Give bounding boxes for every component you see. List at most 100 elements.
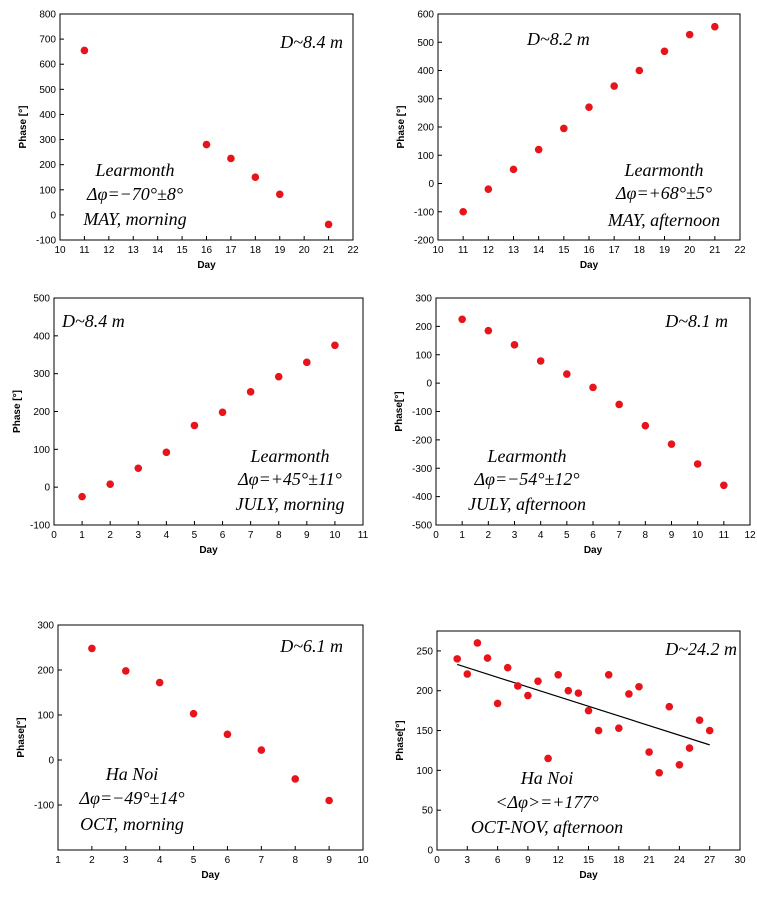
data-point [615,724,623,732]
period-label: JULY, afternoon [468,494,586,514]
x-tick-label: 11 [458,245,469,256]
x-tick-label: 5 [191,855,197,866]
x-tick-label: 6 [220,530,226,541]
x-tick-label: 17 [225,245,237,256]
y-tick-label: 0 [426,379,432,390]
data-point [665,702,674,711]
data-point [641,421,650,430]
y-tick-label: 200 [39,160,56,171]
x-tick-label: 7 [616,530,622,541]
phase-shift-label: Δφ=−54°±12° [473,469,579,489]
x-tick-label: 12 [744,530,756,541]
data-point [560,124,568,133]
data-point [524,691,532,700]
y-tick-label: 800 [39,10,56,21]
y-tick-label: 200 [417,123,434,134]
data-point [251,173,260,182]
x-tick-label: 10 [329,530,341,541]
x-tick-label: 13 [508,245,520,256]
data-point [589,383,597,392]
y-tick-label: -100 [34,801,54,812]
y-tick-label: -100 [36,236,56,247]
data-point [534,145,543,154]
data-point [585,103,593,112]
x-tick-label: 18 [613,855,625,866]
y-tick-label: 50 [422,806,434,817]
x-tick-label: 27 [704,855,716,866]
y-tick-label: 0 [44,483,50,494]
data-point [554,671,562,679]
y-axis-label: Phase [°] [396,106,407,149]
y-tick-label: -200 [412,435,432,446]
x-axis-label: Day [584,545,603,556]
chart-panel: 0 1 2 3 4 5 6 7 8 9 10 11 12-500-400-300-200-1000100… [394,294,756,557]
phase-shift-label: Δφ=−49°±14° [78,788,184,808]
x-tick-label: 22 [347,245,359,256]
y-tick-label: 100 [416,766,433,777]
data-point [257,746,266,754]
data-point [685,744,694,752]
x-tick-label: 12 [103,245,115,256]
y-tick-label: 300 [39,135,56,146]
site-label: Learmonth [94,160,174,180]
site-label: Ha Noi [105,764,159,784]
data-point [503,663,512,672]
x-tick-label: 10 [432,245,444,256]
y-tick-label: 100 [415,350,432,361]
chart-panel: 0 3 6 9 12 15 18 21 24 27 30 0 50 100 150 200 250 Day Phas… [395,630,746,881]
distance-label: D~8.2 m [526,29,590,49]
data-point [574,689,583,697]
x-tick-label: 8 [276,530,282,541]
x-tick-label: 8 [292,855,298,866]
x-tick-label: 6 [225,855,231,866]
x-tick-label: 1 [55,855,61,866]
x-tick-label: 11 [79,245,90,256]
x-tick-label: 19 [659,245,671,256]
x-tick-label: 11 [719,530,730,541]
data-point [246,388,255,396]
x-tick-label: 13 [128,245,140,256]
x-tick-label: 22 [734,245,746,256]
data-point [584,706,593,715]
x-tick-label: 12 [483,245,495,256]
data-point [324,220,333,229]
data-point [564,686,573,695]
data-point [190,421,199,430]
x-tick-label: 5 [192,530,198,541]
plot-frame [435,297,751,526]
data-point [594,726,603,735]
y-tick-label: 100 [417,151,434,162]
y-tick-label: 200 [33,407,50,418]
site-label: Learmonth [486,446,566,466]
x-tick-label: 15 [558,245,570,256]
y-tick-label: 700 [39,35,56,46]
y-axis-label: Phase[°] [395,720,406,760]
distance-label: D~6.1 m [279,636,343,656]
data-point [223,730,232,739]
y-tick-label: 300 [33,369,50,380]
data-point [675,760,684,769]
data-point [325,796,333,805]
x-tick-label: 10 [692,530,704,541]
data-point [720,481,728,490]
x-tick-label: 15 [583,855,595,866]
x-tick-label: 12 [553,855,565,866]
data-point [493,699,502,708]
y-tick-label: 0 [48,756,54,767]
phase-shift-label: Δφ=+45°±11° [237,469,342,489]
x-tick-label: 4 [164,530,170,541]
data-point [534,677,542,685]
distance-label: D~24.2 m [664,639,737,659]
y-tick-label: 500 [417,38,434,49]
period-label: JULY, morning [235,494,344,514]
y-tick-label: 600 [39,60,56,71]
data-point [463,670,472,678]
data-point [218,408,227,417]
site-label: Learmonth [623,160,703,180]
y-tick-label: 400 [417,66,434,77]
data-point [155,678,164,687]
data-point [303,358,311,367]
data-point [483,654,492,662]
data-point [645,748,653,756]
data-point [331,341,339,350]
